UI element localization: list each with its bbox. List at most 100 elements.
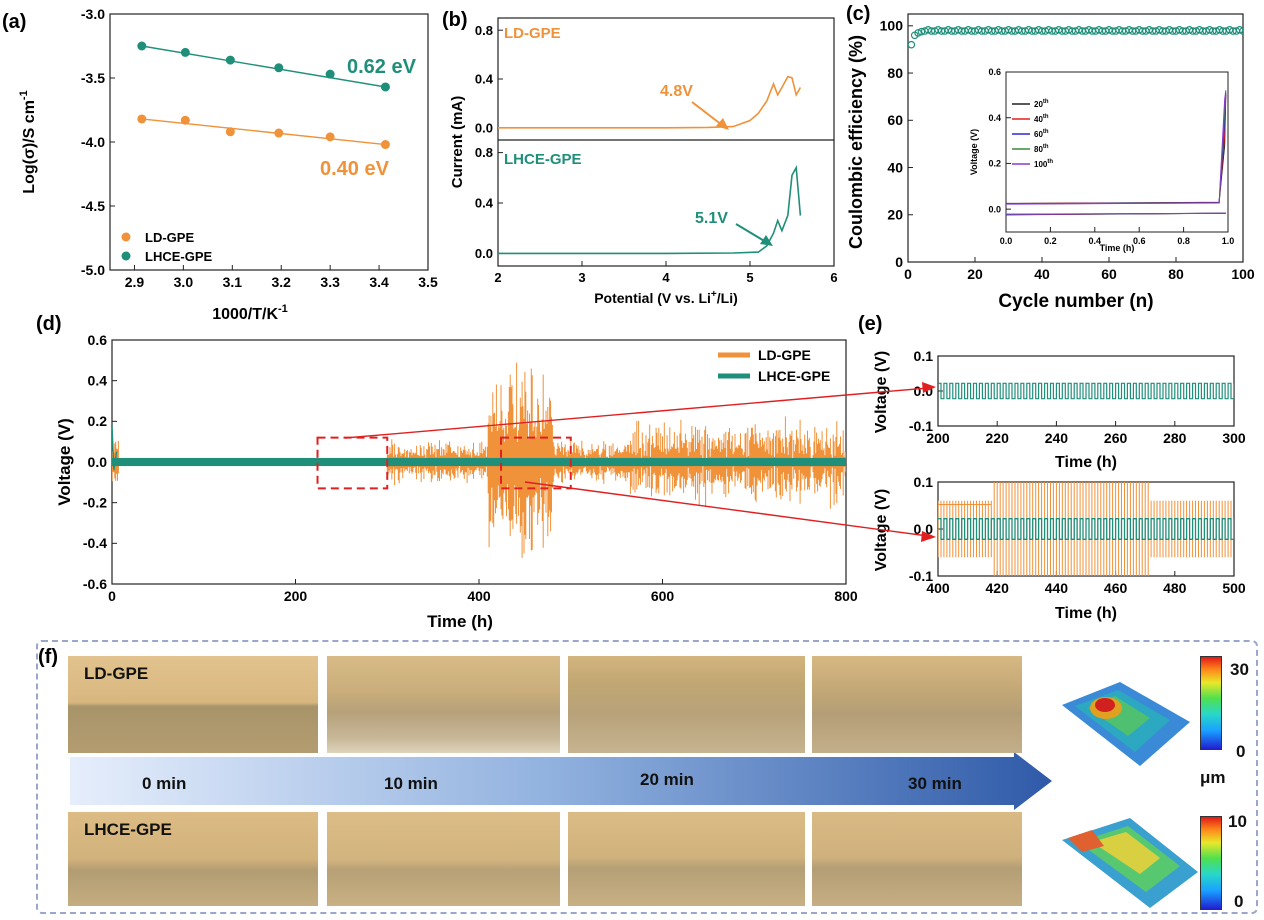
ce-point — [1235, 26, 1243, 34]
time-label-0: 0 min — [142, 774, 187, 793]
chart-c-ytick-label: 60 — [887, 112, 903, 128]
inset-legend-label: 80th — [1034, 144, 1049, 154]
row-label-ld: LD-GPE — [84, 664, 149, 683]
chart-e1-ytick-label: 0.1 — [914, 348, 934, 364]
panel-f-frame — [36, 640, 1258, 914]
chart-b-bottom-ytick-label: 0.4 — [475, 196, 494, 211]
chart-a-xtick-label: 3.1 — [223, 274, 243, 290]
photo-ld-10min — [327, 656, 560, 753]
photo-lhce-0min — [68, 812, 318, 906]
chart-b-bottom-xtick-label: 2 — [494, 270, 501, 285]
inset-background — [1005, 71, 1229, 233]
chart-d: 0 200 400 600 800 -0.6 -0.4 -0.2 0.0 0.2 0.4 0.6 Ti… — [55, 332, 858, 631]
chart-e2-xtick-label: 440 — [1045, 580, 1069, 596]
chart-a-ylabel: Log(σ)/S cm-1 — [18, 90, 38, 193]
data-point-0 — [380, 140, 390, 150]
data-point-1 — [380, 82, 390, 92]
inset-xtick-label: 0.2 — [1044, 236, 1057, 246]
chart-d-ylabel: Voltage (V) — [55, 418, 74, 506]
chart-c-inset: 0.0 0.2 0.4 0.6 0.8 1.00.00.20.40.6 Time (h) … — [969, 67, 1234, 253]
data-point-1 — [180, 47, 190, 57]
inset-cycle-down — [1005, 212, 1226, 215]
series-lhce-wave — [938, 382, 1234, 400]
chart-d-ytick-label: -0.2 — [83, 495, 107, 511]
chart-b-bottom-xtick-label: 6 — [830, 270, 837, 285]
colorbar-lhce-max: 10 — [1228, 812, 1247, 831]
legend-label-ld-d: LD-GPE — [758, 347, 811, 363]
inset-cycle-up — [1005, 90, 1227, 205]
surface-ld-peak — [1095, 698, 1115, 712]
panel-a-label: (a) — [2, 11, 26, 33]
series-lhce-band — [112, 457, 846, 467]
chart-d-ytick-label: 0.0 — [88, 454, 108, 470]
chart-d-xtick-label: 0 — [108, 588, 116, 604]
surface-lhce-top — [1092, 832, 1160, 874]
chart-a-ytick-label: -4.5 — [81, 198, 105, 214]
chart-b-bottom-xtick-label: 3 — [578, 270, 585, 285]
photo-ld-0min — [68, 656, 318, 753]
chart-d-ytick-label: 0.2 — [88, 413, 108, 429]
panel-d-label: (d) — [36, 313, 62, 335]
chart-a-ytick-label: -3.5 — [81, 70, 105, 86]
legend-label-ld: LD-GPE — [145, 230, 194, 245]
inset-xtick-label: 0.8 — [1177, 236, 1190, 246]
chart-e2-ytick-label: -0.1 — [909, 568, 933, 584]
series-lhce-start — [112, 425, 118, 471]
panel-c-label: (c) — [846, 3, 870, 25]
ce-point — [917, 27, 926, 36]
time-label-10: 10 min — [384, 774, 438, 793]
colorbar-ld — [1200, 656, 1222, 750]
chart-a-legend: LD-GPE LHCE-GPE — [121, 230, 213, 264]
chart-a-xtick-label: 3.2 — [271, 274, 291, 290]
chart-e2-ytick-label: 0.0 — [914, 521, 934, 537]
chart-d-ytick-label: 0.4 — [88, 373, 108, 389]
chart-b-bottom-ytick-label: 0.0 — [475, 246, 493, 261]
chart-e2-xtick-label: 500 — [1222, 580, 1246, 596]
chart-a-annotation-lhce: 0.62 eV — [347, 56, 417, 78]
inset-xtick-label: 0.4 — [1089, 236, 1102, 246]
chart-a-xtick-label: 3.3 — [320, 274, 340, 290]
chart-b-arrowhead-51 — [760, 235, 773, 246]
ce-point — [908, 40, 916, 49]
chart-b-top-series-label: LD-GPE — [504, 25, 561, 42]
chart-b: 0.00.40.82 3 4 5 60.00.40.8 LD-GPE LHCE-GPE … — [449, 17, 838, 306]
chart-b-ylabel: Current (mA) — [449, 96, 466, 189]
chart-c-xtick-label: 40 — [1034, 266, 1050, 282]
chart-c: 0 20 40 60 80 100 0 20 40 60 80 100 Cycle number (n… — [846, 13, 1255, 312]
colorbar-lhce-min: 0 — [1234, 892, 1244, 911]
chart-c-frame — [907, 13, 1244, 263]
chart-b-bottom-ytick-label: 0.8 — [475, 145, 493, 160]
chart-c-ytick-label: 40 — [887, 159, 903, 175]
chart-c-ytick-label: 80 — [887, 65, 903, 81]
chart-a-xtick-label: 2.9 — [125, 274, 145, 290]
legend-label-lhce: LHCE-GPE — [145, 249, 213, 264]
connector-200-300-head — [922, 382, 936, 393]
chart-d-xtick-label: 200 — [284, 588, 308, 604]
chart-a-xtick-label: 3.4 — [369, 274, 389, 290]
chart-d-xtick-label: 800 — [834, 588, 858, 604]
chart-b-bottom-series-label: LHCE-GPE — [504, 151, 582, 168]
photo-ld-30min — [812, 656, 1022, 753]
chart-e1-xtick-label: 280 — [1163, 430, 1187, 446]
chart-e2-xtick-label: 400 — [926, 580, 950, 596]
zoom-box-1 — [500, 436, 572, 490]
chart-d-xtick-label: 400 — [467, 588, 491, 604]
chart-b-top-ytick-label: 0.8 — [475, 23, 493, 38]
chart-e2-xtick-label: 480 — [1163, 580, 1187, 596]
surface-map-ld — [1062, 682, 1190, 766]
chart-d-ytick-label: 0.6 — [88, 332, 108, 348]
chart-b-annotation-51: 5.1V — [695, 210, 728, 227]
chart-e2-xlabel: Time (h) — [1055, 605, 1117, 622]
chart-b-top-ytick-label: 0.0 — [475, 120, 493, 135]
chart-e1-xtick-label: 260 — [1104, 430, 1128, 446]
ce-point — [1239, 27, 1243, 35]
chart-a-xtick-label: 3.5 — [418, 274, 438, 290]
chart-c-ytick-label: 0 — [895, 254, 903, 270]
chart-d-ytick-label: -0.4 — [83, 535, 107, 551]
data-point-1 — [225, 55, 235, 65]
chart-e2-xtick-label: 460 — [1104, 580, 1128, 596]
series-ld-line — [498, 75, 802, 129]
colorbar-ld-min: 0 — [1236, 742, 1246, 761]
chart-d-xlabel: Time (h) — [427, 612, 493, 631]
